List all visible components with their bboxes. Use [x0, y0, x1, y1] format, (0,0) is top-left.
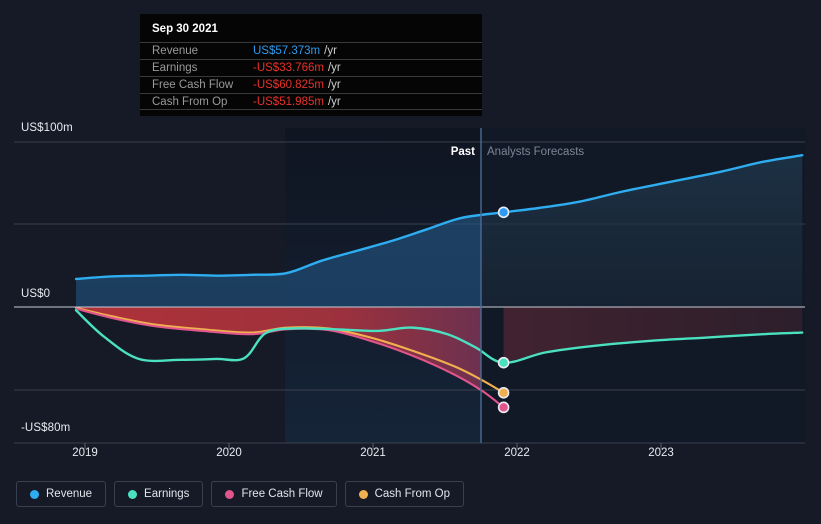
tooltip-metric-name: Cash From Op — [152, 95, 228, 108]
past-section-label: Past — [450, 146, 475, 158]
marker-free-cash-flow[interactable] — [497, 401, 510, 414]
tooltip-row: Earnings -US$33.766m/yr — [140, 59, 482, 76]
gridlines — [14, 141, 805, 444]
legend-label: Revenue — [46, 488, 93, 500]
value-markers — [497, 206, 510, 414]
series-layer — [74, 154, 804, 409]
chart-legend: Revenue Earnings Free Cash Flow Cash From O… — [16, 481, 465, 507]
revenue-area-past — [76, 214, 481, 307]
x-axis-tick-2022: 2022 — [504, 447, 530, 459]
marker-earnings[interactable] — [497, 356, 510, 369]
earnings-line — [74, 309, 804, 364]
legend-color-dot-icon — [225, 489, 235, 499]
tooltip-date: Sep 30 2021 — [152, 23, 218, 35]
marker-cash-from-op[interactable] — [497, 386, 510, 399]
tooltip-row: Free Cash Flow -US$60.825m/yr — [140, 76, 482, 93]
x-tick-marks — [84, 443, 662, 449]
legend-item-earnings[interactable]: Earnings — [114, 481, 204, 507]
legend-item-cash-from-op[interactable]: Cash From Op — [344, 481, 465, 507]
legend-label: Earnings — [144, 488, 190, 500]
tooltip-rows: Revenue US$57.373m/yr Earnings -US$33.766m /… — [140, 42, 482, 110]
tooltip-row: Revenue US$57.373m/yr — [140, 42, 482, 59]
tooltip-metric-unit: /yr — [327, 95, 341, 108]
tooltip-metric-unit: /yr — [324, 45, 337, 57]
y-axis-label-zero: US$0 — [21, 288, 51, 300]
tooltip-metric-unit: /yr — [327, 62, 341, 74]
legend-color-dot-icon — [128, 489, 138, 499]
x-axis-tick-2019: 2019 — [72, 447, 98, 459]
revenue-line — [74, 154, 804, 281]
tooltip-metric-value: -US$60.825m — [253, 79, 324, 91]
legend-label: Free Cash Flow — [241, 488, 323, 500]
forecast-section-label: Analysts Forecasts — [487, 146, 585, 158]
tooltip-metric-name: Free Cash Flow — [152, 79, 234, 91]
legend-color-dot-icon — [30, 489, 39, 499]
tooltip-metric-unit: /yr — [327, 79, 341, 91]
y-axis-label-top: US$100m — [21, 122, 73, 134]
legend-item-free-cash-flow[interactable]: Free Cash Flow — [211, 481, 337, 507]
tooltip-metric-value: -US$51.985m — [253, 95, 324, 108]
marker-revenue[interactable] — [497, 206, 510, 219]
legend-label: Cash From Op — [374, 488, 451, 500]
tooltip-metric-name: Revenue — [152, 45, 199, 57]
legend-item-revenue[interactable]: Revenue — [16, 481, 107, 507]
x-axis-tick-2021: 2021 — [360, 447, 386, 459]
tooltip-metric-value: US$57.373m — [253, 45, 321, 57]
negative-area-forecast — [503, 307, 803, 363]
tooltip-metric-name: Earnings — [152, 62, 198, 74]
x-axis-tick-2023: 2023 — [648, 447, 674, 459]
revenue-area-forecast — [481, 155, 803, 307]
legend-color-dot-icon — [358, 489, 368, 499]
x-axis-tick-2020: 2020 — [216, 447, 242, 459]
data-tooltip: Sep 30 2021 Revenue US$57.373m/yr Earnings… — [140, 14, 482, 116]
tooltip-row: Cash From Op -US$51.985m/yr — [140, 93, 482, 110]
y-axis-label-bottom: -US$80m — [21, 422, 71, 434]
tooltip-metric-value: -US$33.766m — [253, 62, 324, 74]
